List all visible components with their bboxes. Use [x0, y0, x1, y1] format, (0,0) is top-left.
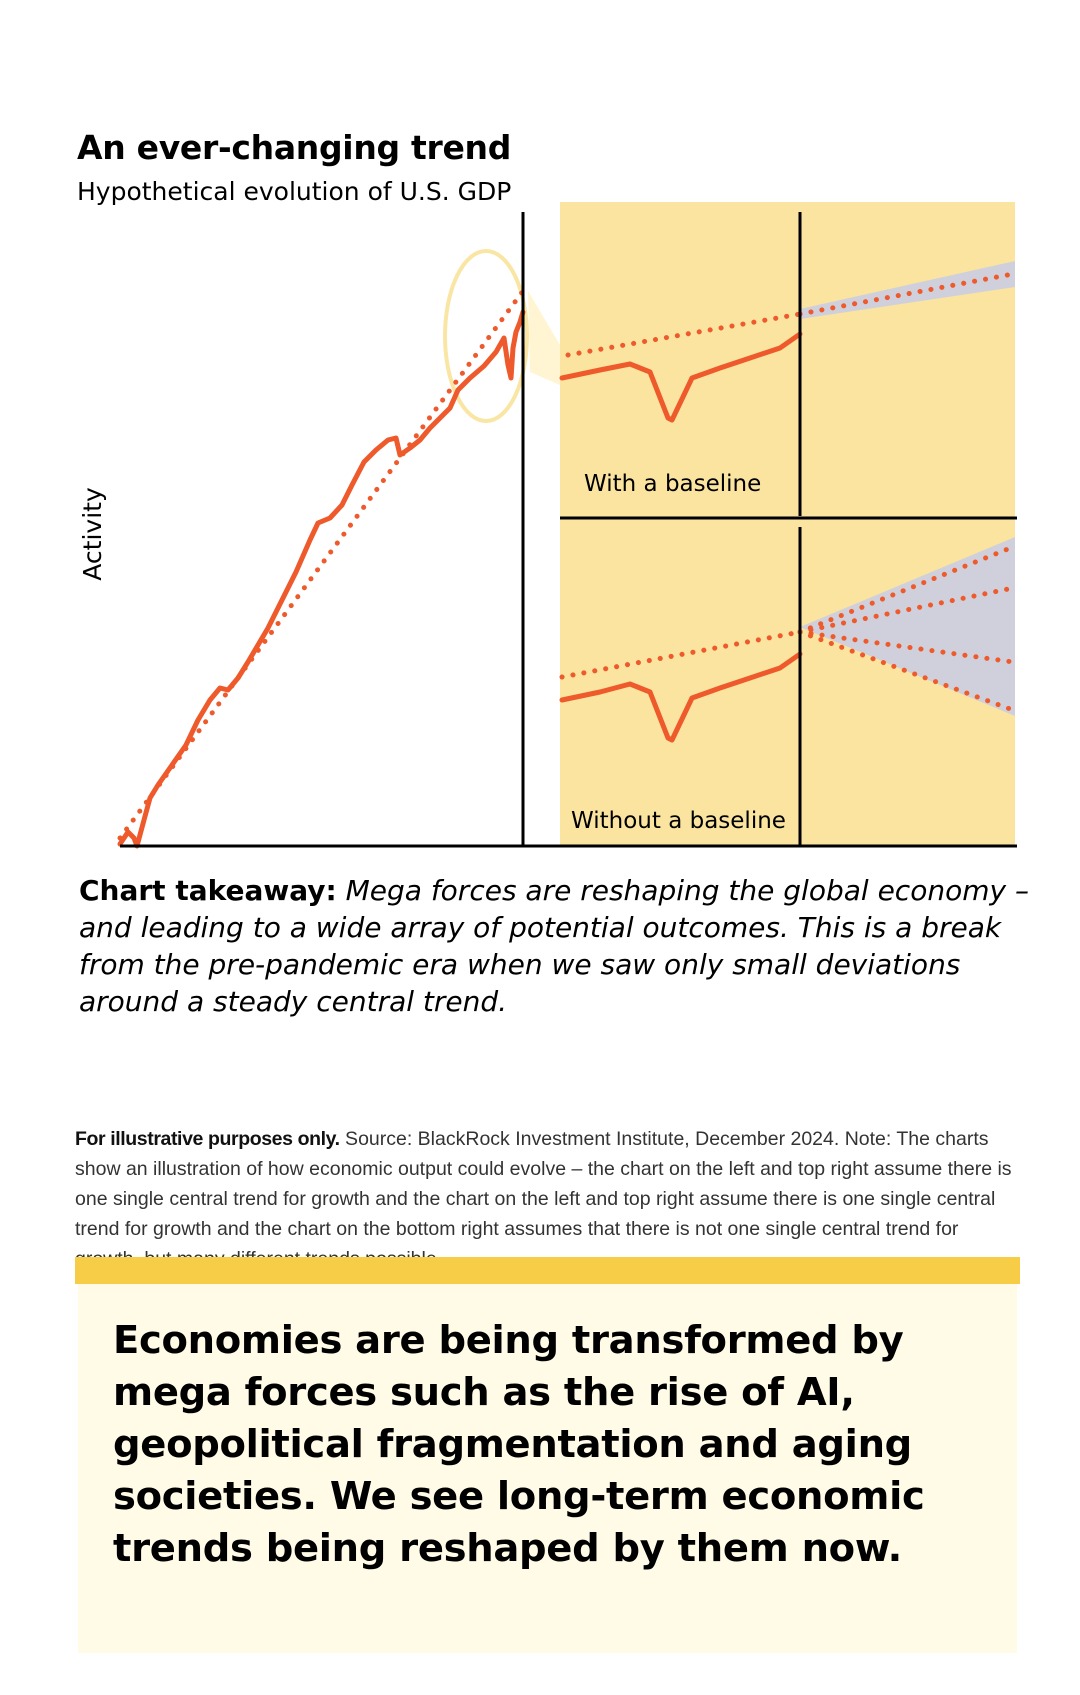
callout-text: Economies are being transformed by mega … [113, 1318, 925, 1571]
chart-subtitle: Hypothetical evolution of U.S. GDP [77, 177, 512, 206]
panel-bottom-activity-line [559, 651, 803, 743]
chart-takeaway: Chart takeaway: Mega forces are reshapin… [79, 872, 1029, 1020]
source-footnote: For illustrative purposes only. Source: … [75, 1124, 1025, 1274]
takeaway-lead: Chart takeaway: [79, 874, 337, 907]
panel-bottom-uncertainty-band [800, 537, 1015, 716]
panel-bottom-projection-dotted-2 [797, 585, 1016, 635]
panel-top-background [560, 202, 1015, 517]
main-chart-series [117, 288, 526, 849]
panel-bottom-label: Without a baseline [571, 808, 786, 834]
panel-top-activity-line [559, 331, 803, 423]
chart: Activity With a baseline Without a basel… [78, 202, 1017, 849]
takeaway-body: Mega forces are reshaping the global eco… [79, 874, 1029, 1018]
callout-box [78, 1284, 1017, 1653]
main-activity-line [117, 309, 526, 849]
panel-bottom-projection-dotted-3 [797, 629, 1016, 665]
chart-title: An ever-changing trend [77, 128, 512, 167]
panel-top-series [559, 271, 1016, 423]
panel-top-label: With a baseline [584, 471, 761, 497]
highlight-circle [443, 249, 529, 423]
y-axis-label: Activity [78, 487, 107, 581]
panel-bottom-series [559, 544, 1016, 743]
panel-bottom-trend-dotted [559, 629, 803, 680]
panel-bottom-projection-dotted-4 [797, 629, 1016, 713]
callout-accent-bar [75, 1257, 1020, 1284]
footnote-lead: For illustrative purposes only. [75, 1128, 340, 1150]
footnote-body: Source: BlackRock Investment Institute, … [75, 1128, 1012, 1270]
zoom-connector [528, 291, 560, 385]
panel-bottom-projection-dotted-1 [797, 544, 1016, 635]
